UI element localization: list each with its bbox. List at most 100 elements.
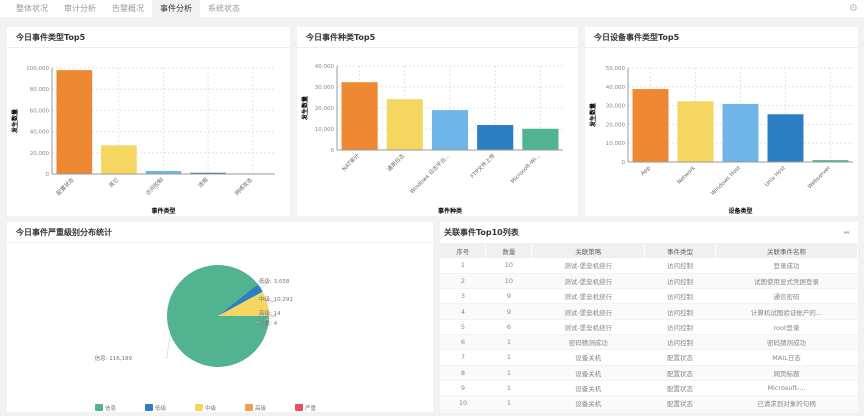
y-tick-label: 20,000 xyxy=(315,106,335,112)
y-tick-label: 40,000 xyxy=(606,85,626,91)
x-tick-label: 违规 xyxy=(196,175,210,189)
x-tick-label: Microsoft-Wi... xyxy=(510,153,542,185)
x-tick-label: 访问控制 xyxy=(144,175,166,197)
column-header[interactable]: 数量 xyxy=(486,243,532,258)
x-tick-label: Windows Host xyxy=(710,165,742,197)
table-cell: 6 xyxy=(486,319,532,334)
table-cell: 配置状态 xyxy=(645,350,716,365)
legend-swatch[interactable] xyxy=(95,404,103,411)
bar[interactable] xyxy=(768,114,804,162)
pie-label: 中级: 10,291 xyxy=(259,295,293,303)
gear-icon[interactable]: ⚙ xyxy=(849,3,858,14)
table-cell: 通信密码 xyxy=(716,289,858,304)
x-tick-label: Windows 日志平台... xyxy=(408,152,452,196)
column-header[interactable]: 事件类型 xyxy=(645,243,716,258)
legend-swatch[interactable] xyxy=(295,404,303,411)
bar[interactable] xyxy=(432,110,468,150)
bar[interactable] xyxy=(633,89,669,162)
column-header[interactable]: 关联策略 xyxy=(532,243,645,258)
bar[interactable] xyxy=(477,125,513,150)
bar[interactable] xyxy=(522,129,558,150)
tab-1[interactable]: 审计分析 xyxy=(56,0,104,17)
table-cell: 5 xyxy=(440,319,486,334)
table-cell: 访问控制 xyxy=(645,319,716,334)
table-cell: 配置状态 xyxy=(645,380,716,395)
legend-label[interactable]: 高级 xyxy=(255,404,267,412)
y-tick-label: 40,000 xyxy=(315,64,335,70)
bar[interactable] xyxy=(101,145,137,174)
legend-label[interactable]: 信息 xyxy=(105,404,117,412)
panel-title: 今日设备事件类型Top5 xyxy=(585,27,858,48)
table-cell: 1 xyxy=(486,365,532,380)
column-header[interactable]: 关联事件名称 xyxy=(716,243,858,258)
y-tick-label: 30,000 xyxy=(606,104,626,110)
x-tick-label: NAT审计 xyxy=(340,151,361,172)
table-cell: 密码猜测成功 xyxy=(716,334,858,349)
tab-2[interactable]: 告警概况 xyxy=(104,0,152,17)
tab-4[interactable]: 系统状态 xyxy=(200,0,248,17)
tab-bar: 整体状况审计分析告警概况事件分析系统状态 xyxy=(0,0,864,17)
legend-label[interactable]: 低级 xyxy=(155,404,167,412)
table-cell: 访问控制 xyxy=(645,273,716,288)
y-axis-label: 发生数量 xyxy=(301,96,309,121)
table-cell: 配置状态 xyxy=(645,396,716,411)
legend-swatch[interactable] xyxy=(195,404,203,411)
table-cell: 4 xyxy=(440,304,486,319)
panel-title: 今日事件种类Top5 xyxy=(297,27,578,48)
share-icon[interactable]: ➦ xyxy=(843,228,850,237)
legend-label[interactable]: 严重 xyxy=(305,404,317,412)
table-cell: 访问控制 xyxy=(645,304,716,319)
bar[interactable] xyxy=(678,101,714,162)
table-cell: 登录成功 xyxy=(716,258,858,273)
legend-swatch[interactable] xyxy=(145,404,153,411)
table-cell: 密码猜测成功 xyxy=(532,334,645,349)
table-cell: 设备关机 xyxy=(532,380,645,395)
y-tick-label: 40,000 xyxy=(30,130,50,136)
event-type-chart: 020,00040,00060,00080,000100,000配置状态其它访问… xyxy=(7,48,290,216)
bar[interactable] xyxy=(723,104,759,162)
table-cell: 1 xyxy=(486,380,532,395)
x-axis-label: 设备类型 xyxy=(728,207,752,215)
x-tick-label: FTP文件上传 xyxy=(469,151,497,179)
y-axis-label: 发生数量 xyxy=(11,109,19,134)
bar[interactable] xyxy=(56,70,92,174)
table-cell: 设备关机 xyxy=(532,365,645,380)
table-cell: 10 xyxy=(440,396,486,411)
column-header[interactable]: 序号 xyxy=(440,243,486,258)
pie-label: 低级: 3,658 xyxy=(259,277,290,285)
table-cell: 测试-堡垒机绕行 xyxy=(532,258,645,273)
table-cell: 9 xyxy=(486,289,532,304)
table-cell: root登录 xyxy=(716,319,858,334)
legend-swatch[interactable] xyxy=(245,404,253,411)
table-cell: 6 xyxy=(440,334,486,349)
table-cell: 计算机试图验证帐户的... xyxy=(716,304,858,319)
y-tick-label: 10,000 xyxy=(606,141,626,147)
table-cell: 测试-堡垒机绕行 xyxy=(532,289,645,304)
table-cell: MAIL日志 xyxy=(716,350,858,365)
legend-label[interactable]: 中级 xyxy=(205,404,217,412)
tab-3[interactable]: 事件分析 xyxy=(152,0,200,17)
tab-0[interactable]: 整体状况 xyxy=(8,0,56,17)
table-cell: 10 xyxy=(486,258,532,273)
x-axis-label: 事件种类 xyxy=(438,207,463,215)
bar[interactable] xyxy=(342,82,378,150)
bar[interactable] xyxy=(387,99,423,150)
panel-title: 关联事件Top10列表 xyxy=(440,222,858,243)
pie-label-line xyxy=(164,333,170,358)
